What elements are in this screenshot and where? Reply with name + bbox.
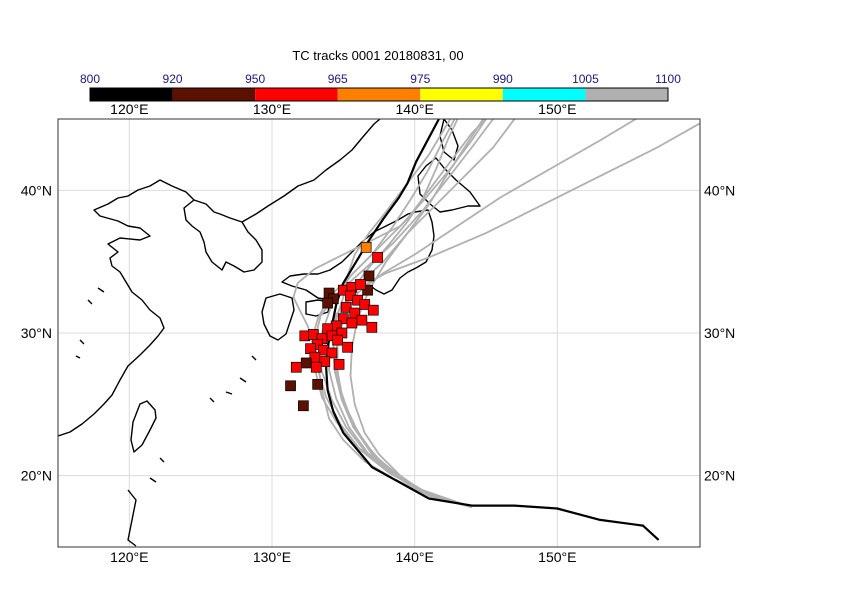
ensemble-track-line <box>313 119 494 508</box>
main-track <box>325 119 660 541</box>
pressure-marker <box>355 279 366 290</box>
colorbar-segment <box>90 88 173 101</box>
pressure-marker <box>326 347 338 359</box>
main-track-line <box>325 119 660 541</box>
pressure-marker <box>298 400 309 412</box>
pressure-markers <box>285 242 383 412</box>
kyushu-coast <box>261 293 295 341</box>
colorbar-segment <box>420 88 503 101</box>
pressure-marker <box>312 379 324 390</box>
x-tick-labels-top: 120°E 130°E 140°E 150°E <box>110 101 576 117</box>
ensemble-track-line <box>328 122 700 508</box>
x-tick-label: 120°E <box>110 101 148 117</box>
colorbar-label: 950 <box>245 72 265 86</box>
colorbar-segment <box>502 88 586 101</box>
russia-coast <box>241 119 381 223</box>
lat-lon-grid <box>58 119 700 547</box>
y-tick-label: 40°N <box>21 182 52 198</box>
y-tick-label: 30°N <box>704 325 735 341</box>
pressure-marker <box>340 301 352 313</box>
colorbar-segment <box>585 88 668 101</box>
colorbar-frame <box>89 87 669 102</box>
pressure-marker <box>363 270 375 282</box>
ensemble-track-line <box>292 119 487 508</box>
pressure-marker <box>290 361 302 373</box>
shikoku-coast <box>305 299 331 317</box>
ensemble-track-line <box>316 119 487 508</box>
y-tick-label: 20°N <box>704 468 735 484</box>
taiwan-coast <box>130 400 157 453</box>
pressure-marker <box>342 341 353 353</box>
x-tick-labels-bottom: 120°E 130°E 140°E 150°E <box>110 549 576 565</box>
pressure-colorbar <box>89 87 669 102</box>
ensemble-tracks <box>292 119 700 508</box>
map-frame <box>57 118 701 548</box>
pressure-marker <box>372 252 383 263</box>
coastlines <box>58 119 481 547</box>
colorbar-segment <box>172 88 256 101</box>
x-tick-label: 140°E <box>396 101 434 117</box>
korea-coast <box>183 199 263 273</box>
china-coast <box>58 179 195 437</box>
y-tick-labels-left: 20°N 30°N 40°N <box>21 182 52 483</box>
pressure-marker <box>360 242 372 253</box>
pressure-marker <box>366 321 378 333</box>
pressure-marker <box>356 314 368 326</box>
y-tick-label: 20°N <box>21 468 52 484</box>
x-tick-label: 150°E <box>538 549 576 565</box>
pressure-marker <box>359 299 371 310</box>
pressure-marker <box>285 380 296 392</box>
x-tick-label: 120°E <box>110 549 148 565</box>
pressure-marker <box>333 359 345 370</box>
x-tick-label: 140°E <box>396 549 434 565</box>
colorbar-label: 975 <box>410 72 430 86</box>
ryukyu-islands <box>75 287 257 547</box>
x-tick-label: 130°E <box>253 101 291 117</box>
pressure-marker <box>310 361 322 373</box>
y-tick-label: 40°N <box>704 182 735 198</box>
colorbar-label: 1100 <box>655 72 681 86</box>
y-tick-labels-right: 20°N 30°N 40°N <box>704 182 735 483</box>
pressure-marker <box>332 334 343 346</box>
figure-title: TC tracks 0001 20180831, 00 <box>292 48 463 63</box>
pressure-marker <box>300 357 312 369</box>
pressure-marker <box>319 356 331 367</box>
colorbar-label: 990 <box>493 72 513 86</box>
colorbar-labels: 800 920 950 965 975 990 1005 1100 <box>80 72 681 86</box>
colorbar-label: 800 <box>80 72 100 86</box>
pressure-marker <box>322 297 333 309</box>
map-panel <box>57 118 701 548</box>
pressure-marker <box>362 284 373 296</box>
x-tick-label: 130°E <box>253 549 291 565</box>
colorbar-label: 965 <box>328 72 348 86</box>
pressure-marker <box>367 304 379 316</box>
colorbar-segment <box>255 88 338 101</box>
x-tick-label: 150°E <box>538 101 576 117</box>
pressure-marker <box>346 317 358 329</box>
colorbar-label: 1005 <box>572 72 599 86</box>
colorbar-segment <box>337 88 421 101</box>
colorbar-label: 920 <box>163 72 183 86</box>
y-tick-label: 30°N <box>21 325 52 341</box>
